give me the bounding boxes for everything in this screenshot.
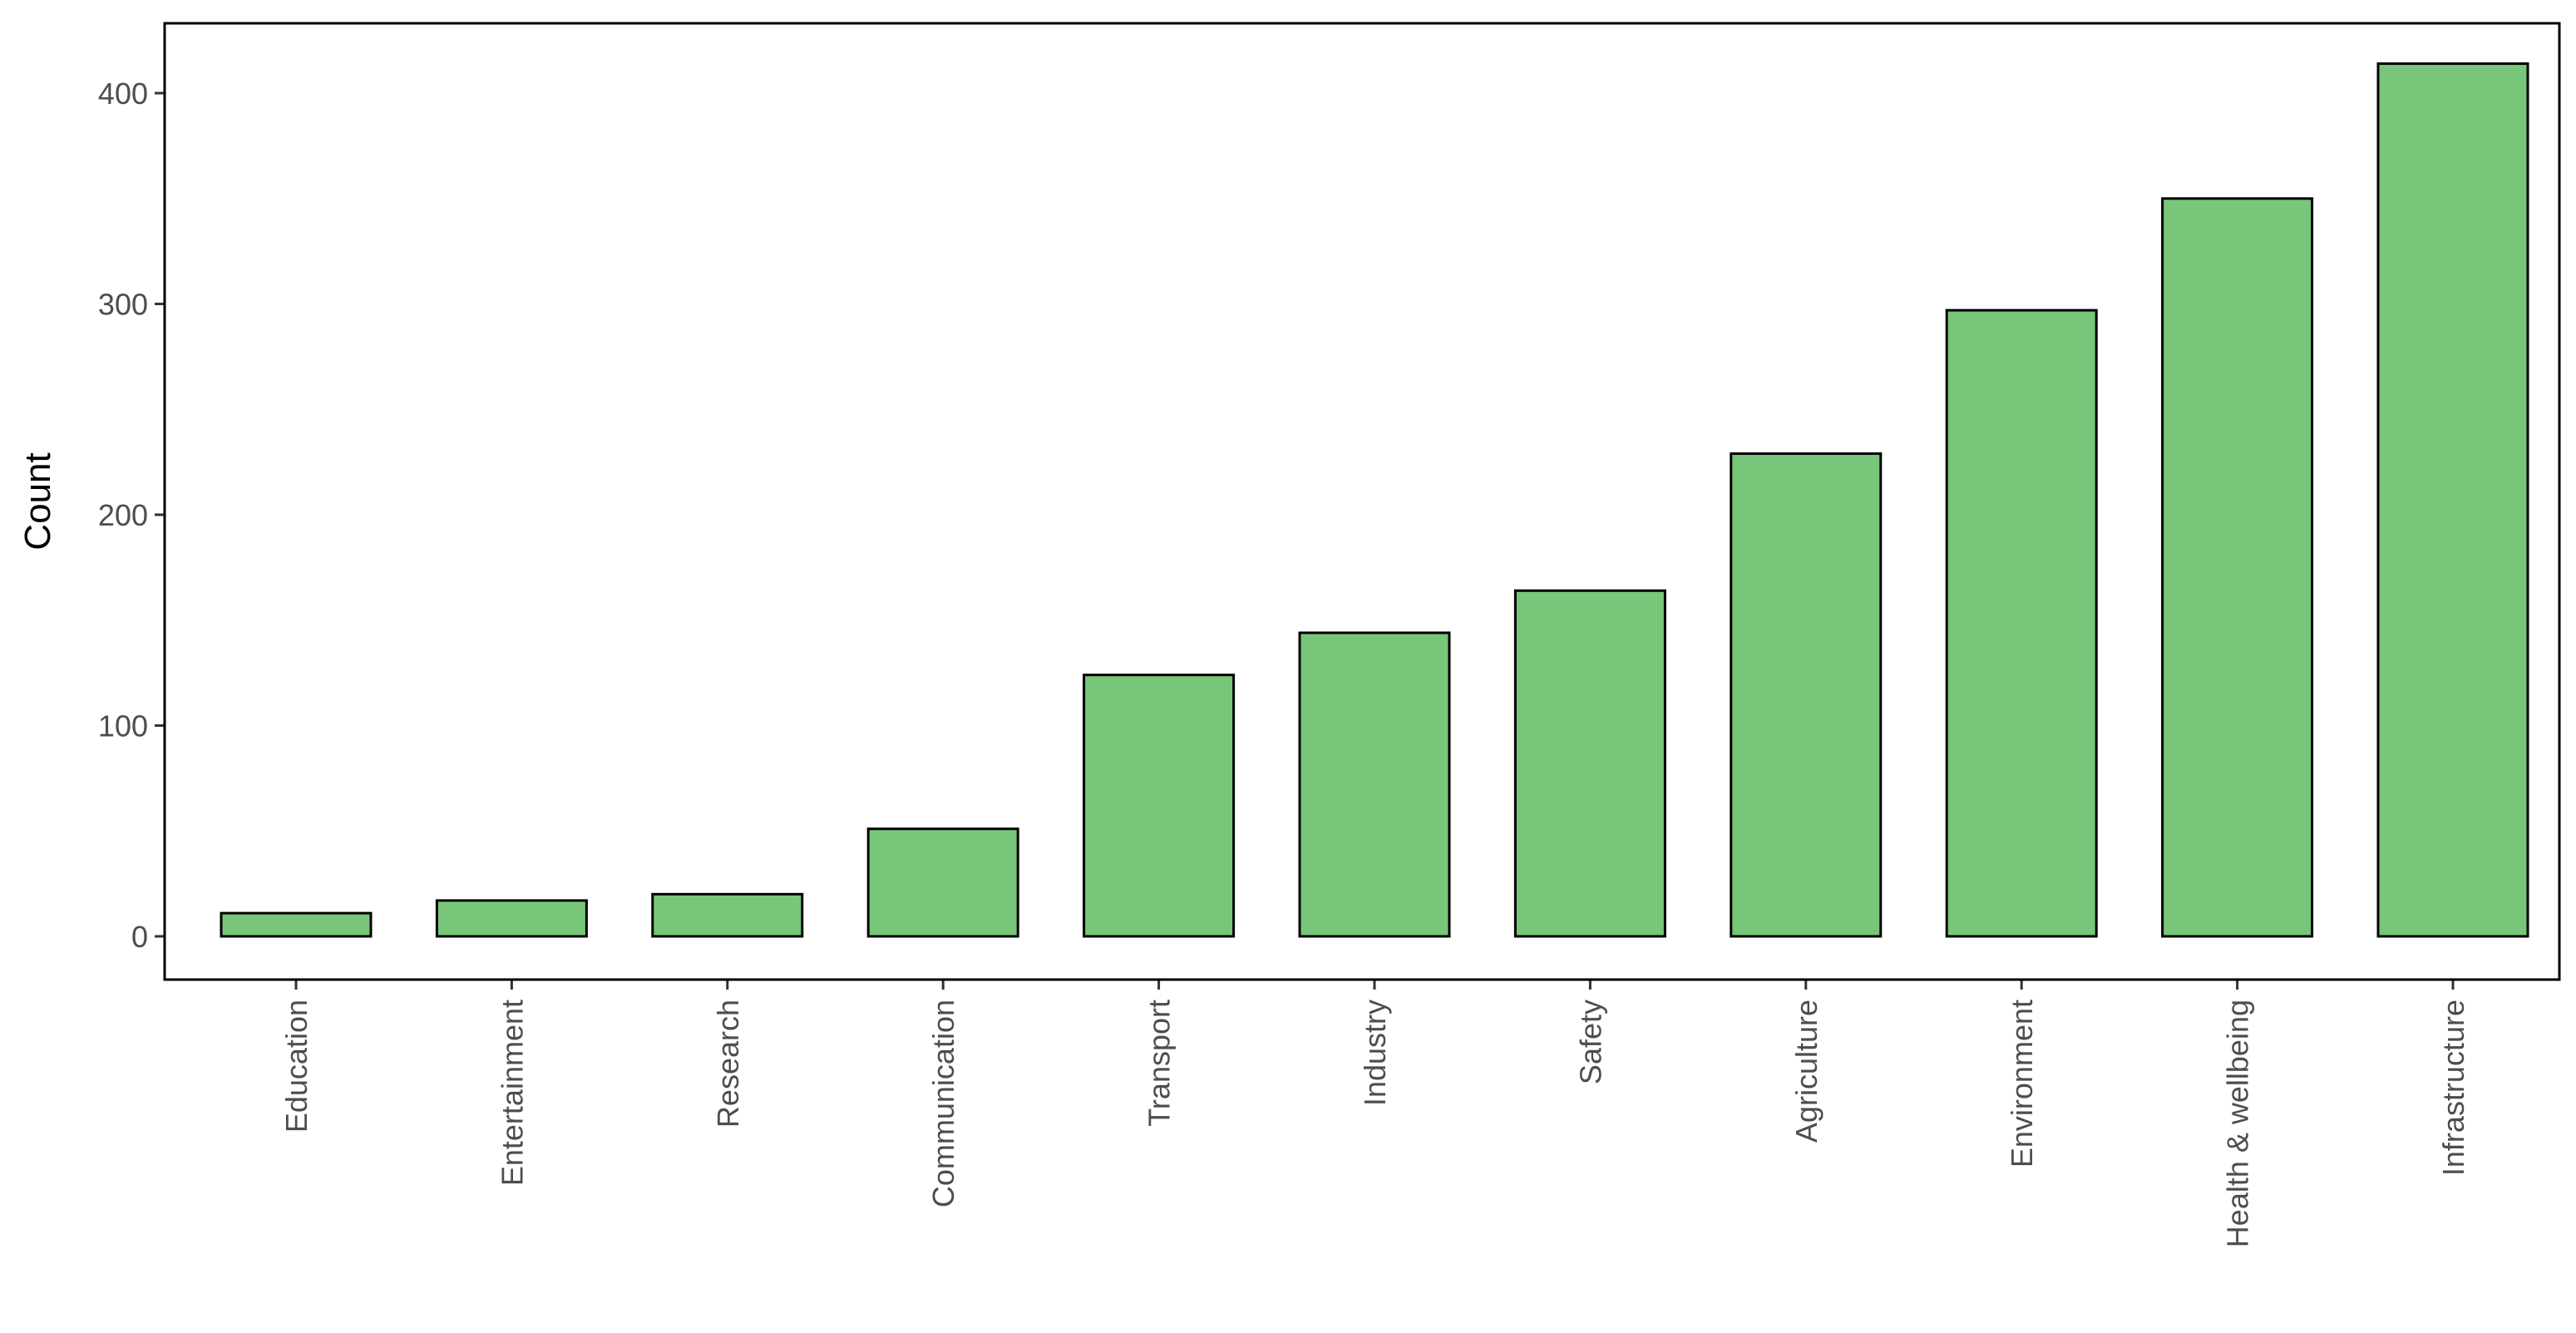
y-tick-label: 0 [131, 920, 148, 954]
x-tick-label: Environment [2005, 1000, 2039, 1168]
plot-panel-border [163, 22, 2561, 981]
x-tick-label: Agriculture [1789, 1000, 1823, 1143]
y-tick-label: 400 [98, 77, 148, 111]
bar-communication [866, 827, 1019, 938]
y-axis: 0 100 200 300 400 [98, 77, 165, 954]
y-tick-label: 200 [98, 498, 148, 532]
x-tick-label: Health & wellbeing [2221, 1000, 2255, 1247]
y-axis-title: Count [17, 452, 58, 550]
x-tick-label: Research [711, 1000, 745, 1128]
bars [220, 62, 2529, 938]
y-tick-label: 100 [98, 709, 148, 743]
x-tick-label: Education [279, 1000, 313, 1133]
y-tick-label: 300 [98, 288, 148, 322]
x-tick-label: Entertainment [495, 1000, 529, 1186]
bar-industry [1298, 631, 1451, 938]
bar-research [651, 892, 804, 938]
x-tick-label: Safety [1573, 1000, 1607, 1084]
x-tick-label: Industry [1358, 1000, 1392, 1106]
bar-agriculture [1730, 452, 1883, 938]
bar-education [220, 911, 373, 938]
bar-transport [1083, 674, 1236, 938]
x-tick-label: Communication [926, 1000, 960, 1207]
bar-safety [1513, 589, 1666, 938]
x-tick-label: Infrastructure [2436, 1000, 2470, 1176]
bar-entertainment [435, 899, 588, 938]
x-tick-label: Transport [1142, 1000, 1177, 1127]
bar-health-wellbeing [2161, 197, 2314, 938]
x-axis: Education Entertainment Research Communicat… [279, 980, 2470, 1247]
bar-environment [1945, 309, 2098, 938]
bar-infrastructure [2376, 62, 2529, 938]
